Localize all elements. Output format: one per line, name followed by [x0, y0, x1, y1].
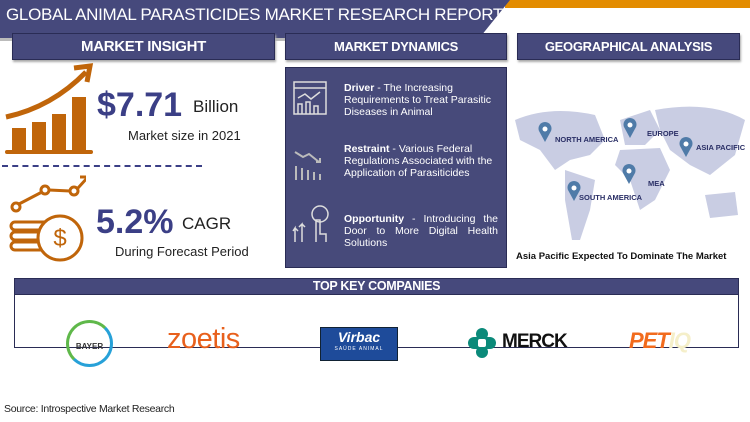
dollar-growth-icon: $ — [9, 175, 86, 262]
driver-label: Driver — [344, 82, 375, 94]
svg-text:$: $ — [53, 225, 66, 252]
top-key-companies-header: TOP KEY COMPANIES — [14, 278, 739, 295]
growth-chart-icon — [5, 63, 94, 154]
virbac-logo: Virbac SAÚDE ANIMAL — [320, 327, 398, 361]
virbac-name: Virbac — [337, 329, 381, 345]
region-asia-pacific: ASIA PACIFIC — [696, 143, 746, 152]
restraint-text: - Various Federal Regulations Associated… — [344, 143, 493, 179]
geographical-analysis-header: GEOGRAPHICAL ANALYSIS — [517, 33, 740, 60]
region-south-america: SOUTH AMERICA — [579, 193, 643, 202]
dynamics-driver: Driver - The Increasing Requirements to … — [344, 82, 498, 118]
region-north-america: NORTH AMERICA — [555, 135, 619, 144]
driver-text: - The Increasing Requirements to Treat P… — [344, 82, 492, 118]
petiq-suffix: IQ — [668, 328, 691, 353]
petiq-name: PET — [629, 328, 670, 353]
location-pin-icon — [567, 181, 581, 201]
location-pin-icon — [623, 118, 637, 138]
world-map — [515, 106, 745, 240]
petiq-logo: PETIQ — [629, 328, 691, 354]
region-europe: EUROPE — [647, 129, 679, 138]
report-title: GLOBAL ANIMAL PARASTICIDES MARKET RESEAR… — [0, 0, 510, 38]
source-note: Source: Introspective Market Research — [4, 403, 175, 415]
market-size-value: $7.71 — [97, 86, 183, 124]
top-accent-bar — [505, 0, 750, 8]
merck-name: MERCK — [502, 331, 568, 352]
dynamics-restraint: Restraint - Various Federal Regulations … — [344, 143, 498, 179]
divider — [2, 165, 202, 167]
zoetis-logo: zoetis — [167, 323, 240, 355]
analytics-dashboard-icon — [293, 81, 327, 115]
merck-emblem-icon — [468, 328, 496, 358]
growth-touch-icon — [292, 205, 329, 242]
location-pin-icon — [679, 137, 693, 157]
market-size-unit: Billion — [193, 97, 239, 116]
restraint-label: Restraint — [344, 143, 390, 155]
bayer-name: BAYER — [75, 342, 104, 351]
bayer-logo: BAYER — [66, 320, 113, 367]
market-dynamics-panel: Driver - The Increasing Requirements to … — [285, 67, 507, 268]
location-pin-icon — [538, 122, 552, 142]
geo-caption: Asia Pacific Expected To Dominate The Ma… — [516, 251, 727, 262]
opportunity-text: - Introducing the Door to More Digital H… — [344, 213, 498, 249]
cagr-caption: During Forecast Period — [115, 244, 249, 259]
market-size-caption: Market size in 2021 — [128, 128, 241, 143]
cagr-value: 5.2% — [96, 203, 174, 241]
cagr-unit: CAGR — [182, 214, 232, 233]
opportunity-label: Opportunity — [344, 213, 405, 225]
dynamics-opportunity: Opportunity - Introducing the Door to Mo… — [344, 213, 498, 249]
virbac-sub: SAÚDE ANIMAL — [334, 346, 384, 352]
region-mea: MEA — [648, 179, 665, 188]
declining-chart-icon — [294, 151, 321, 180]
market-insight-header: MARKET INSIGHT — [12, 33, 275, 60]
location-pin-icon — [622, 164, 636, 184]
market-dynamics-header: MARKET DYNAMICS — [285, 33, 507, 60]
